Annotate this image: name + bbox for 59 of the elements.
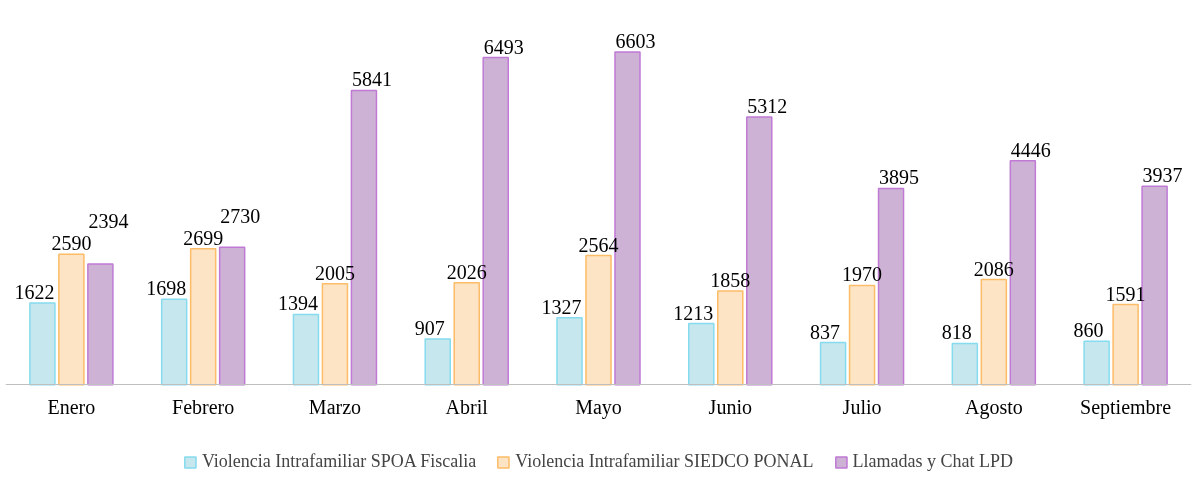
x-tick-label: Agosto [964, 395, 1023, 419]
legend-label: Llamadas y Chat LPD [852, 451, 1014, 472]
data-label: 3937 [1142, 164, 1183, 187]
bar [424, 338, 451, 386]
data-label: 2730 [220, 204, 261, 227]
x-tick-label: Junio [708, 395, 752, 418]
data-label: 6603 [615, 30, 656, 53]
data-label: 2394 [88, 210, 129, 233]
data-label: 1622 [14, 280, 55, 303]
data-label: 2086 [973, 257, 1014, 280]
data-label: 3895 [879, 166, 920, 189]
bar [87, 263, 114, 386]
data-label: 1394 [277, 292, 318, 315]
bar [292, 313, 320, 386]
bar [1112, 303, 1139, 386]
data-label: 2564 [578, 233, 619, 256]
x-tick-label: Mayo [575, 395, 622, 419]
bar [58, 253, 85, 386]
bar [160, 298, 188, 386]
bar [218, 246, 246, 386]
bar [1083, 340, 1110, 386]
data-label: 837 [810, 320, 841, 343]
data-label: 5312 [747, 95, 788, 118]
data-label: 1858 [710, 269, 751, 292]
data-label: 1698 [146, 277, 187, 300]
bar [688, 322, 715, 386]
data-label: 2005 [314, 261, 355, 284]
x-tick-label: Septiembre [1080, 395, 1172, 419]
bar [29, 302, 56, 386]
data-label: 2590 [51, 232, 92, 255]
data-label: 1213 [673, 301, 714, 324]
bar [819, 341, 847, 386]
data-label: 6493 [483, 35, 524, 58]
data-label: 1970 [842, 263, 883, 286]
bar [321, 282, 349, 386]
data-label: 907 [414, 317, 445, 339]
bar [453, 281, 480, 386]
legend-label: Violencia Intrafamiliar SPOA Fiscalia [201, 451, 477, 472]
x-tick-label: Enero [47, 395, 96, 418]
bar [980, 278, 1008, 386]
x-tick-label: Marzo [308, 395, 362, 418]
data-label: 5841 [351, 68, 392, 91]
bar [585, 254, 612, 386]
data-label: 4446 [1010, 138, 1051, 161]
bar [951, 342, 979, 386]
bar [717, 290, 744, 386]
x-tick-label: Febrero [172, 395, 235, 418]
data-label: 1591 [1105, 282, 1146, 305]
bar [189, 247, 217, 386]
data-label: 2026 [446, 260, 487, 283]
data-label: 2699 [183, 226, 224, 249]
x-tick-label: Abril [445, 395, 489, 418]
data-label: 1327 [541, 295, 582, 318]
data-label: 818 [941, 321, 972, 344]
data-label: 860 [1073, 319, 1104, 342]
legend-label: Violencia Intrafamiliar SIEDCO PONAL [515, 451, 814, 472]
bar [556, 317, 583, 386]
bar [848, 284, 876, 386]
x-tick-label: Julio [842, 395, 882, 418]
